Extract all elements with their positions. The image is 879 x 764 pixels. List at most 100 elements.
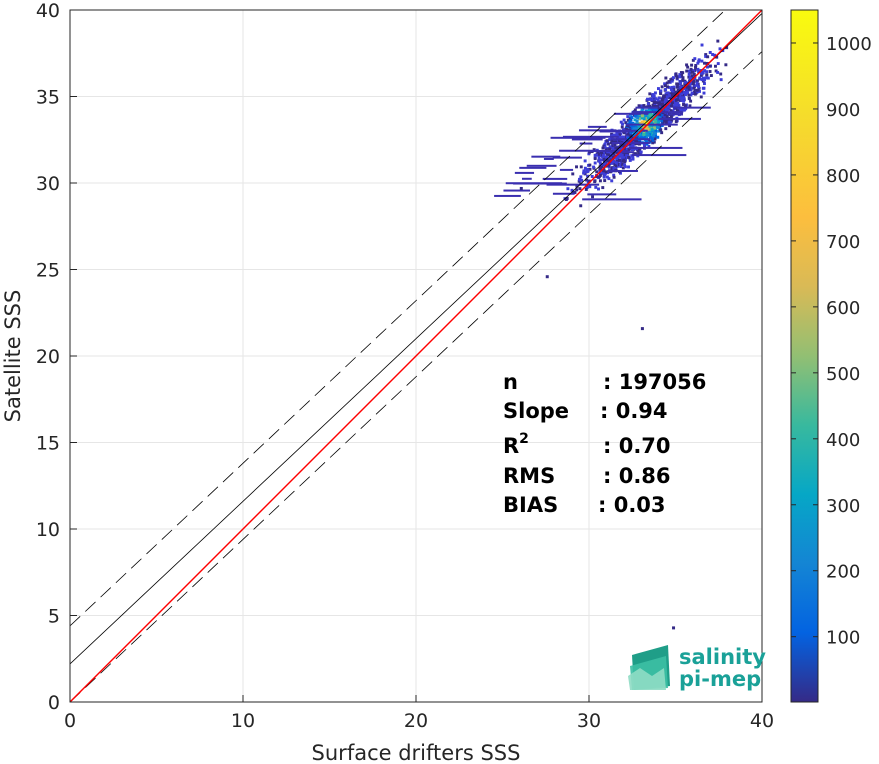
density-cell: [619, 136, 623, 139]
density-cell: [587, 179, 591, 183]
density-cell: [675, 109, 679, 113]
density-cell: [663, 82, 667, 86]
density-cell: [657, 116, 661, 120]
density-cell: [635, 131, 639, 135]
density-bin: [519, 186, 523, 190]
density-cell: [680, 92, 684, 96]
density-cell: [598, 179, 602, 183]
density-cell: [671, 94, 675, 98]
density-cell: [667, 120, 671, 124]
logo-wave-icon: [628, 645, 670, 690]
density-cell: [649, 109, 653, 113]
density-cell: [673, 92, 677, 96]
density-cell: [625, 155, 629, 159]
salinity-pi-mep-logo: salinity pi-mep: [628, 645, 766, 691]
density-cell: [632, 133, 636, 137]
density-cell: [675, 82, 679, 86]
density-cell: [587, 152, 591, 156]
density-cell: [623, 151, 627, 155]
line-fit-lower: [70, 51, 762, 702]
density-cell: [659, 100, 663, 104]
density-streak: [625, 123, 678, 126]
x-tick-label: 40: [750, 710, 774, 732]
density-cell: [695, 83, 699, 87]
density-cell: [625, 154, 629, 158]
density-cell: [607, 177, 611, 181]
density-cell: [654, 112, 658, 116]
density-cell: [626, 139, 630, 142]
density-cell: [665, 109, 669, 113]
density-cell: [676, 101, 680, 105]
density-cell: [695, 81, 699, 85]
density-cell: [659, 102, 663, 106]
density-cell: [664, 101, 668, 105]
density-streak: [607, 169, 638, 172]
density-cell: [602, 151, 605, 155]
density-cell: [682, 98, 686, 102]
density-cell: [650, 133, 654, 137]
density-cell: [683, 104, 687, 108]
density-cell: [650, 98, 654, 102]
density-cell: [623, 165, 627, 169]
density-cell: [705, 70, 709, 74]
density-cell: [675, 76, 679, 80]
density-cell: [686, 65, 690, 69]
density-cell: [689, 75, 693, 79]
density-cell: [652, 100, 656, 104]
density-cell: [642, 116, 646, 120]
density-cell: [687, 87, 691, 91]
density-cell: [682, 103, 686, 106]
density-cell: [648, 130, 652, 134]
density-cell: [682, 99, 686, 103]
density-bin: [640, 114, 644, 118]
density-cell: [622, 131, 626, 135]
colorbar-tick-label: 600: [826, 298, 860, 319]
density-cell: [670, 104, 674, 108]
density-cell: [603, 179, 607, 183]
density-cell: [607, 153, 611, 157]
density-cell: [659, 128, 663, 132]
density-cell: [680, 98, 684, 102]
density-cell: [714, 64, 717, 68]
density-bin: [640, 327, 644, 331]
density-cell: [654, 97, 658, 101]
density-cell: [652, 97, 656, 101]
density-cell: [700, 71, 703, 75]
density-cell: [664, 88, 668, 91]
density-cell: [608, 159, 612, 163]
stat-value: : 197056: [603, 370, 706, 394]
density-cell: [597, 187, 600, 191]
colorbar-tick-label: 700: [826, 232, 860, 253]
density-cell: [583, 166, 587, 170]
density-cell: [611, 146, 615, 150]
density-cell: [601, 186, 605, 190]
density-cell: [668, 104, 672, 108]
density-cell: [588, 167, 592, 171]
density-cell: [605, 139, 609, 143]
density-streak: [521, 177, 532, 180]
density-cell: [640, 116, 644, 120]
density-cell: [694, 66, 697, 69]
density-streak: [668, 113, 683, 116]
stat-label: RMS: [503, 464, 555, 488]
density-cell: [622, 118, 626, 122]
density-cell: [667, 80, 671, 84]
density-cell: [604, 157, 608, 161]
logo-line2: pi-mep: [679, 667, 761, 691]
density-cell: [578, 187, 582, 191]
density-streak: [582, 198, 642, 201]
density-cell: [670, 90, 674, 94]
stat-value: : 0.94: [600, 399, 668, 423]
density-cell: [575, 188, 579, 192]
density-cell: [669, 109, 673, 113]
density-cell: [674, 120, 678, 123]
stat-label: Slope: [503, 399, 569, 423]
density-cell: [656, 98, 660, 102]
density-cell: [648, 92, 652, 96]
density-cell: [608, 147, 612, 151]
density-cell: [625, 147, 629, 151]
density-cell: [606, 152, 610, 156]
density-cell: [647, 144, 651, 148]
density-cell: [690, 86, 693, 90]
density-cell: [708, 70, 712, 73]
